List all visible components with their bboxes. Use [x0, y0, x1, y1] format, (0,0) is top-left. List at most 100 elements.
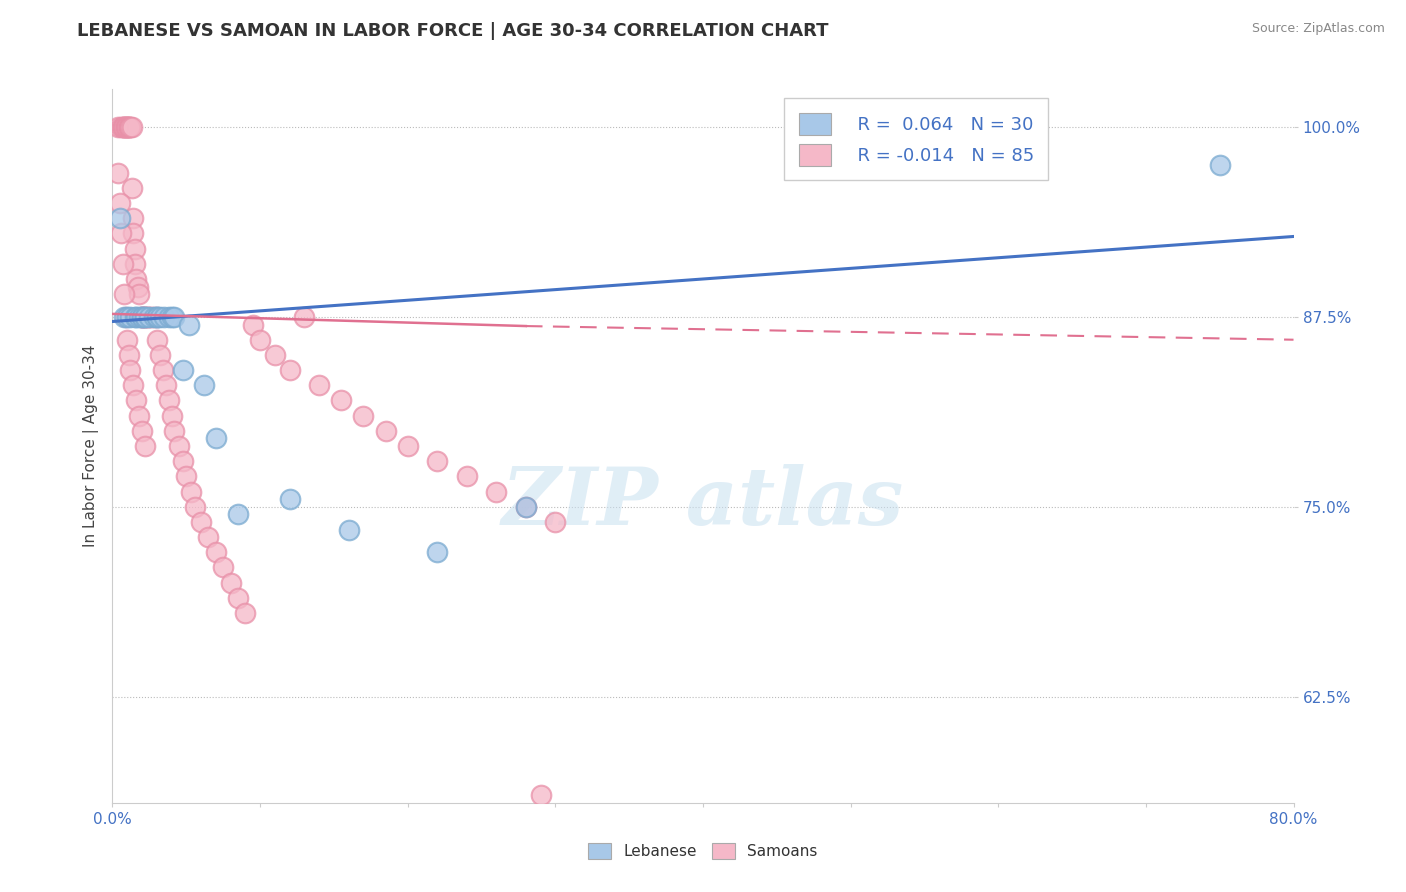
Point [108, 196, 131, 211]
Point [131, 310, 153, 324]
Point [163, 310, 186, 324]
Point [174, 469, 197, 483]
Point [132, 310, 155, 324]
Point [112, 287, 135, 301]
Point [125, 272, 148, 286]
Point [205, 431, 228, 445]
Point [157, 393, 180, 408]
Point [190, 515, 212, 529]
Point [515, 500, 537, 514]
Legend: Lebanese, Samoans: Lebanese, Samoans [581, 835, 825, 866]
Point [108, 211, 131, 226]
Point [226, 591, 249, 605]
Point [352, 409, 374, 423]
Point [456, 469, 478, 483]
Point [167, 439, 190, 453]
Point [157, 310, 180, 324]
Point [125, 310, 148, 324]
Point [124, 242, 146, 256]
Point [219, 575, 242, 590]
Point [172, 454, 194, 468]
Point [111, 257, 134, 271]
Point [226, 508, 249, 522]
Point [138, 310, 160, 324]
Point [180, 484, 202, 499]
Point [160, 310, 183, 324]
Point [112, 310, 135, 324]
Point [292, 310, 315, 324]
Point [124, 257, 146, 271]
Point [197, 530, 219, 544]
Point [122, 227, 145, 241]
Point [146, 310, 169, 324]
Point [249, 333, 271, 347]
Point [121, 181, 143, 195]
Point [264, 348, 287, 362]
Point [120, 310, 142, 324]
Point [278, 363, 301, 377]
Point [163, 424, 186, 438]
Point [118, 120, 141, 135]
Point [114, 310, 136, 324]
Point [114, 120, 136, 135]
Point [131, 310, 153, 324]
Point [330, 393, 353, 408]
Point [529, 788, 551, 802]
Text: ZIP atlas: ZIP atlas [502, 465, 904, 541]
Point [117, 120, 138, 135]
Point [172, 363, 194, 377]
Point [337, 523, 360, 537]
Point [153, 310, 176, 324]
Point [117, 333, 138, 347]
Point [149, 310, 172, 324]
Point [107, 120, 129, 135]
Point [125, 393, 148, 408]
Point [139, 310, 162, 324]
Point [152, 363, 174, 377]
Point [184, 500, 207, 514]
Point [242, 318, 264, 332]
Point [121, 120, 143, 135]
Text: LEBANESE VS SAMOAN IN LABOR FORCE | AGE 30-34 CORRELATION CHART: LEBANESE VS SAMOAN IN LABOR FORCE | AGE … [77, 22, 828, 40]
Point [138, 310, 160, 324]
Point [120, 120, 142, 135]
Point [142, 310, 165, 324]
Point [396, 439, 419, 453]
Point [160, 409, 183, 423]
Point [308, 378, 330, 392]
Point [146, 310, 169, 324]
Point [127, 279, 149, 293]
Point [146, 333, 169, 347]
Point [110, 120, 132, 135]
Point [142, 310, 165, 324]
Point [233, 606, 256, 620]
Point [122, 211, 145, 226]
Point [146, 310, 169, 324]
Point [118, 120, 141, 135]
Text: Source: ZipAtlas.com: Source: ZipAtlas.com [1251, 22, 1385, 36]
Point [374, 424, 396, 438]
Point [134, 439, 156, 453]
Point [136, 310, 159, 324]
Point [485, 484, 508, 499]
Point [155, 378, 177, 392]
Point [515, 500, 537, 514]
Point [129, 310, 152, 324]
Point [278, 492, 301, 507]
Point [120, 120, 142, 135]
Point [131, 310, 153, 324]
Point [107, 166, 129, 180]
Point [117, 120, 138, 135]
Point [134, 310, 156, 324]
Point [124, 310, 146, 324]
Point [149, 348, 172, 362]
Point [117, 310, 138, 324]
Point [212, 560, 235, 574]
Point [193, 378, 215, 392]
Point [426, 454, 449, 468]
Point [120, 363, 142, 377]
Point [128, 287, 150, 301]
Point [111, 120, 134, 135]
Point [128, 409, 150, 423]
Point [118, 348, 141, 362]
